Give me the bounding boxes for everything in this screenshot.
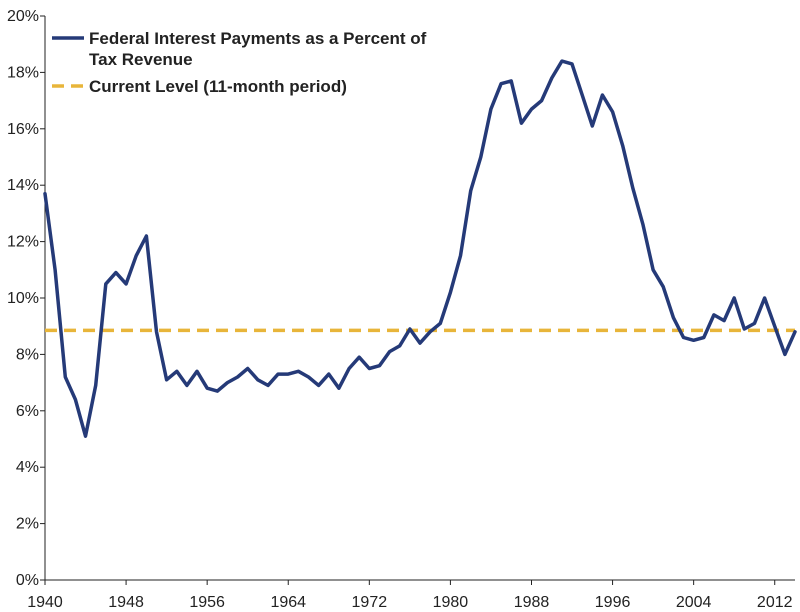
x-tick-label: 2012 xyxy=(757,594,793,611)
chart-series xyxy=(43,59,797,438)
interest-payments-line xyxy=(43,59,797,438)
x-tick-label: 1940 xyxy=(27,594,63,611)
x-tick-label: 1956 xyxy=(189,594,225,611)
y-axis-ticks: 0% 2% 4% 6% 8% 10% 12% 14% 16% 18% 20% xyxy=(7,8,45,589)
x-tick-label: 1980 xyxy=(433,594,469,611)
y-tick-label: 14% xyxy=(7,177,39,194)
legend-label-current-level: Current Level (11-month period) xyxy=(89,77,347,96)
y-tick-label: 12% xyxy=(7,234,39,251)
legend-label-interest-payments: Federal Interest Payments as a Percent o… xyxy=(89,29,427,69)
x-tick-label: 2004 xyxy=(676,594,712,611)
chart-legend: Federal Interest Payments as a Percent o… xyxy=(52,29,427,96)
y-tick-label: 8% xyxy=(16,346,39,363)
chart-axes xyxy=(44,16,795,581)
x-tick-label: 1964 xyxy=(270,594,306,611)
y-tick-label: 20% xyxy=(7,8,39,25)
y-tick-label: 2% xyxy=(16,516,39,533)
y-tick-label: 18% xyxy=(7,64,39,81)
x-tick-label: 1988 xyxy=(514,594,550,611)
legend-label-line: Tax Revenue xyxy=(89,50,193,69)
y-tick-label: 4% xyxy=(16,459,39,476)
x-tick-label: 1972 xyxy=(352,594,388,611)
y-tick-label: 16% xyxy=(7,121,39,138)
x-axis-ticks: 1940 1948 1956 1964 1972 1980 1988 1996 2004 2012 xyxy=(27,580,793,611)
x-tick-label: 1996 xyxy=(595,594,631,611)
legend-label-line: Federal Interest Payments as a Percent o… xyxy=(89,29,427,48)
y-tick-label: 0% xyxy=(16,572,39,589)
x-tick-label: 1948 xyxy=(108,594,144,611)
y-tick-label: 6% xyxy=(16,403,39,420)
y-tick-label: 10% xyxy=(7,290,39,307)
